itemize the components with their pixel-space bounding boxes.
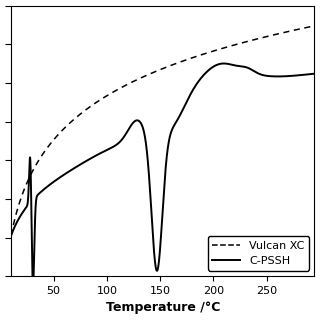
C-PSSH [9,234,13,237]
Legend: Vulcan XC, C-PSSH: Vulcan XC, C-PSSH [208,236,309,271]
Vulcan XC [9,234,13,237]
Vulcan XC [44,148,48,152]
C-PSSH [222,61,226,65]
C-PSSH [31,285,35,289]
Vulcan XC [139,76,142,80]
Vulcan XC [307,25,310,29]
C-PSSH [313,72,316,76]
Vulcan XC [313,24,316,28]
C-PSSH [62,173,66,177]
Vulcan XC [274,32,278,36]
C-PSSH [44,186,48,190]
C-PSSH [126,129,130,133]
Vulcan XC [62,127,66,131]
Line: Vulcan XC: Vulcan XC [11,26,315,236]
C-PSSH [307,72,311,76]
C-PSSH [139,121,143,125]
X-axis label: Temperature /°C: Temperature /°C [106,301,220,315]
Line: C-PSSH: C-PSSH [11,63,315,287]
Vulcan XC [125,83,129,86]
C-PSSH [274,75,278,78]
